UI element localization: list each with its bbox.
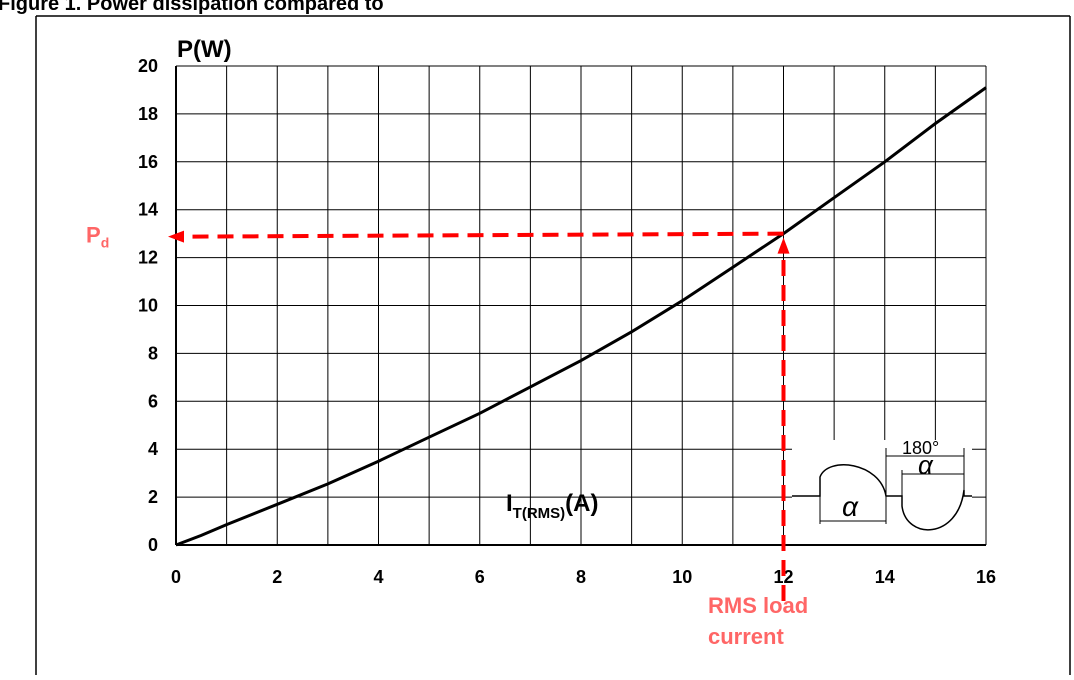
y-tick-label: 16	[138, 152, 158, 172]
x-axis-title-unit: (A)	[565, 490, 598, 517]
y-tick-label: 2	[148, 487, 158, 507]
y-tick-label: 14	[138, 200, 158, 220]
x-axis-title: IT(RMS)(A)	[506, 490, 599, 522]
series-line	[175, 86, 987, 547]
waveform-inset: α 180° α	[792, 438, 972, 544]
rms-load-label-line1: RMS load	[708, 593, 808, 618]
annotations: Pd RMS load current	[86, 223, 808, 649]
period-angle-label: 180°	[902, 438, 939, 458]
x-tick-label: 10	[672, 567, 692, 587]
y-tick-label: 4	[148, 439, 158, 459]
alpha-symbol-lower: α	[842, 491, 859, 522]
x-tick-label: 8	[576, 567, 586, 587]
x-tick-label: 12	[773, 567, 793, 587]
alpha-symbol-upper: α	[918, 450, 934, 480]
tick-labels: 0 2 4 6 8 10 12 14 16 0 2 4 6 8 10 12 14 16 18 20	[138, 56, 996, 587]
pd-label-main: P	[86, 223, 101, 248]
x-tick-label: 4	[373, 567, 383, 587]
operating-point-up-arrow	[777, 237, 790, 254]
figure-caption: Figure 1. Power dissipation compared to	[0, 0, 384, 15]
pd-label-sub: d	[101, 235, 110, 251]
series	[175, 86, 987, 547]
y-tick-label: 6	[148, 391, 158, 411]
y-tick-label: 20	[138, 56, 158, 76]
pd-label: Pd	[86, 223, 109, 251]
y-tick-label: 18	[138, 104, 158, 124]
x-axis-title-main: I	[506, 490, 513, 517]
x-tick-label: 6	[475, 567, 485, 587]
waveform-positive-half	[792, 464, 898, 497]
y-tick-label: 8	[148, 343, 158, 363]
y-tick-label: 12	[138, 248, 158, 268]
x-tick-label: 0	[171, 567, 181, 587]
pd-horizontal-dashed-line	[189, 231, 784, 239]
y-axis-title: P(W)	[177, 36, 232, 63]
x-tick-label: 14	[875, 567, 895, 587]
pd-left-arrow	[168, 230, 184, 243]
y-tick-label: 10	[138, 296, 158, 316]
y-tick-label: 0	[148, 535, 158, 555]
rms-load-label-line2: current	[708, 624, 784, 649]
axes	[175, 66, 986, 546]
x-tick-label: 2	[272, 567, 282, 587]
x-axis-title-sub: T(RMS)	[513, 505, 566, 522]
x-tick-label: 16	[976, 567, 996, 587]
